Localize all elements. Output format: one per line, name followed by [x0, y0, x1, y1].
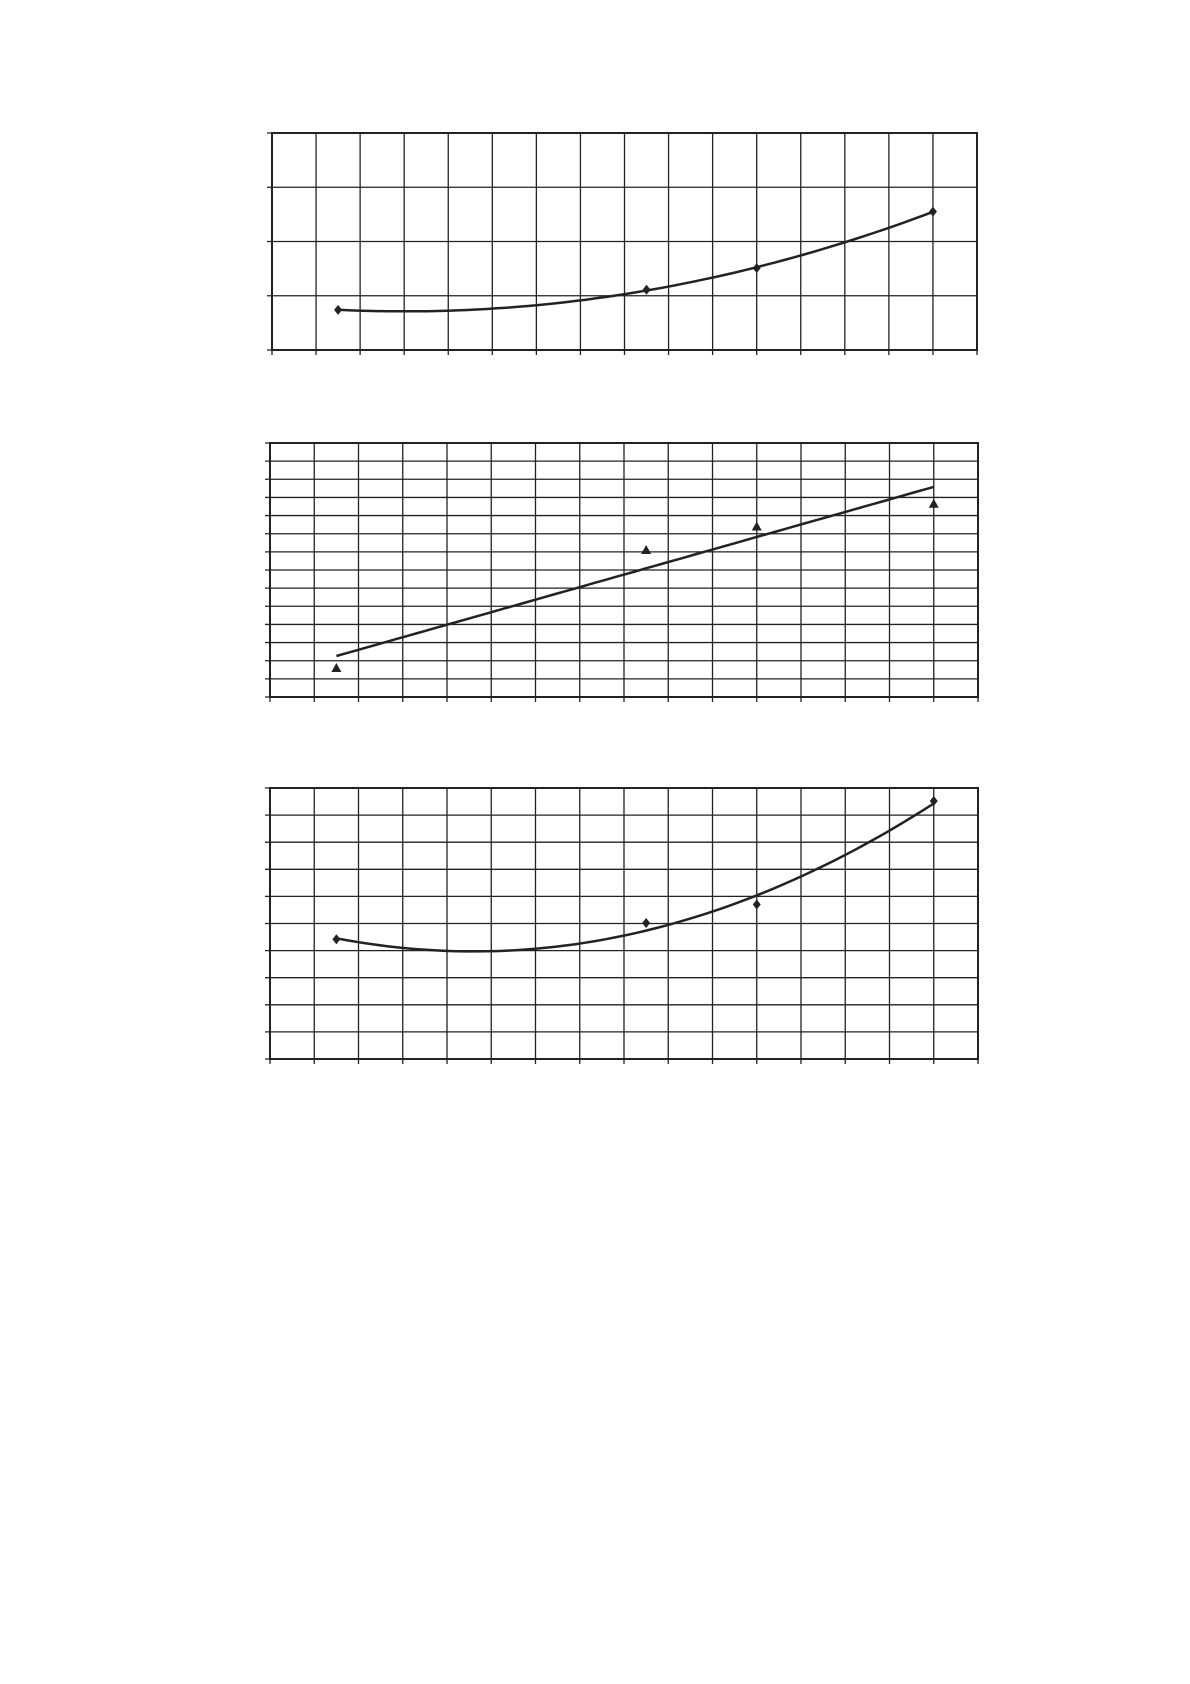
trend-line [338, 210, 934, 313]
data-point [334, 304, 343, 315]
data-point [752, 263, 761, 274]
data-point [332, 934, 341, 945]
plot-frame [269, 442, 979, 698]
data-point [928, 498, 939, 508]
trend-line [336, 485, 935, 658]
data-point [751, 521, 762, 531]
data-point [641, 545, 652, 555]
trend-line [336, 802, 935, 953]
data-point [331, 662, 342, 672]
data-point [928, 206, 937, 217]
plot-frame [271, 132, 978, 351]
data-point [642, 284, 651, 295]
plot-frame [269, 787, 979, 1060]
data-point [752, 899, 761, 910]
data-point [929, 796, 938, 807]
data-point [642, 917, 651, 928]
